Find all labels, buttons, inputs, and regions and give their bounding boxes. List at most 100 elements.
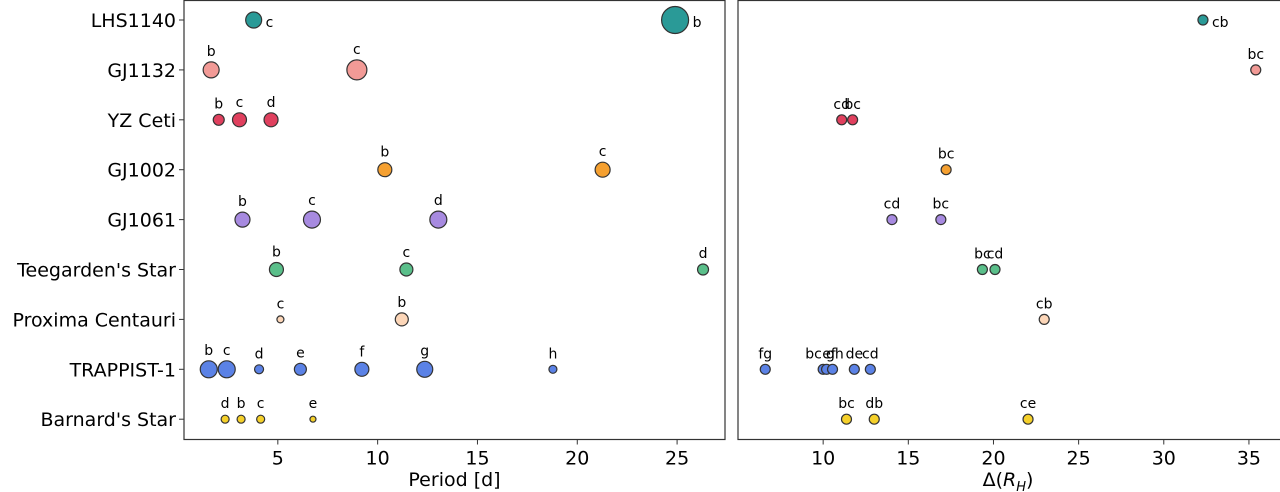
right-point-label: fg: [758, 346, 772, 362]
left-point-trappist-1-b: [199, 360, 218, 379]
right-point-trappist-1-de: [848, 363, 860, 375]
right-axes-frame: [737, 0, 1280, 441]
delta-symbol: Δ(: [983, 469, 1003, 491]
right-point-label: cd: [987, 247, 1004, 263]
left-point-teegarden-s-star-d: [696, 263, 710, 276]
y-tick-label: GJ1061: [107, 210, 176, 232]
right-point-teegarden-s-star-bc: [976, 263, 988, 276]
left-point-yz-ceti-d: [263, 112, 279, 128]
right-point-lhs1140-cb: [1197, 14, 1209, 26]
left-point-gj1061-b: [234, 211, 251, 228]
left-point-lhs1140-c: [245, 11, 263, 29]
right-point-label: cb: [1212, 15, 1229, 31]
right-series-gj1002: bc: [938, 147, 955, 176]
right-point-gj1132-bc: [1250, 64, 1262, 76]
left-x-tick-label: 15: [465, 448, 489, 470]
right-series-proxima-centauri: cb: [1036, 296, 1053, 325]
left-point-label: c: [223, 343, 231, 359]
right-point-gj1061-cd: [886, 214, 898, 226]
right-point-yz-ceti-bc: [847, 114, 859, 126]
left-point-label: b: [207, 44, 216, 60]
left-series-gj1061: b c d: [234, 193, 448, 229]
y-tick-label: LHS1140: [91, 10, 176, 32]
right-point-label: de: [846, 346, 864, 362]
right-point-label: ce: [1020, 396, 1036, 412]
right-series-barnard-s-star: bc db ce: [838, 396, 1036, 425]
y-tick-label: GJ1132: [107, 60, 176, 82]
left-point-label: c: [266, 15, 274, 31]
right-point-barnard-s-star-bc: [840, 413, 853, 425]
right-point-gj1002-bc: [940, 164, 952, 176]
right-point-label: bc: [938, 147, 955, 163]
left-point-label: b: [204, 343, 213, 359]
left-point-proxima-centauri-b: [394, 312, 409, 327]
left-point-gj1002-b: [377, 162, 393, 178]
right-x-tick-label: 15: [896, 448, 920, 470]
left-point-label: b: [380, 145, 389, 161]
left-point-trappist-1-e: [293, 362, 307, 376]
left-point-trappist-1-f: [354, 361, 370, 377]
right-x-tick-label: 35: [1237, 448, 1261, 470]
left-point-barnard-s-star-d: [220, 414, 230, 424]
right-x-tick-label: 30: [1152, 448, 1176, 470]
left-point-label: b: [238, 194, 247, 210]
close-paren: ): [1026, 469, 1033, 491]
y-tick-label: YZ Ceti: [107, 110, 176, 132]
left-point-label: b: [272, 245, 281, 261]
right-point-teegarden-s-star-cd: [989, 263, 1001, 276]
right-x-tick-label: 25: [1067, 448, 1091, 470]
right-point-yz-ceti-cd: [836, 114, 848, 126]
left-point-label: d: [267, 95, 276, 111]
left-x-tick-label: 20: [565, 448, 589, 470]
left-point-label: d: [221, 396, 230, 412]
left-point-trappist-1-c: [217, 360, 236, 379]
right-x-ticks: 10 15 20 25 30 35: [811, 439, 1261, 470]
left-point-label: b: [237, 396, 246, 412]
y-tick-label: Proxima Centauri: [13, 309, 177, 331]
left-point-label: d: [255, 346, 264, 362]
left-series-teegarden-s-star: b c d: [268, 245, 710, 278]
right-series-gj1061: cd bc: [884, 197, 950, 226]
left-point-teegarden-s-star-c: [399, 262, 414, 277]
left-point-trappist-1-d: [253, 364, 265, 375]
right-point-trappist-1-cd: [864, 363, 876, 375]
right-point-label: cd: [884, 197, 901, 213]
right-x-axis-label: Δ(RH): [983, 469, 1034, 492]
right-point-trappist-1-fg: [759, 363, 771, 375]
left-point-barnard-s-star-e: [309, 415, 317, 423]
left-point-trappist-1-h: [548, 364, 558, 374]
right-x-tick-label: 10: [811, 448, 835, 470]
left-point-label: b: [693, 15, 702, 31]
right-point-label: bc: [933, 197, 950, 213]
left-point-gj1132-c: [346, 59, 368, 81]
left-point-label: c: [599, 144, 607, 160]
right-point-label: bc: [1247, 47, 1264, 63]
left-point-gj1002-c: [594, 161, 611, 178]
right-point-label: ef: [822, 346, 837, 362]
right-point-barnard-s-star-ce: [1022, 413, 1034, 425]
right-point-label: bc: [838, 396, 855, 412]
left-point-label: c: [236, 95, 244, 111]
right-point-trappist-1-gh: [826, 363, 839, 375]
left-point-barnard-s-star-c: [256, 414, 266, 424]
left-point-label: c: [353, 42, 361, 58]
left-point-label: e: [296, 345, 305, 361]
left-panel: LHS1140 GJ1132 YZ Ceti GJ1002 GJ1061 Teegarde…: [13, 0, 726, 491]
left-point-label: e: [309, 396, 318, 412]
left-points: c bb cb c db cb c db c dc bb c d e f g hd b c e: [199, 5, 710, 424]
left-x-tick-label: 10: [366, 448, 390, 470]
left-point-gj1061-d: [429, 210, 448, 229]
y-tick-label: TRAPPIST-1: [69, 359, 176, 381]
left-point-label: g: [420, 343, 429, 359]
